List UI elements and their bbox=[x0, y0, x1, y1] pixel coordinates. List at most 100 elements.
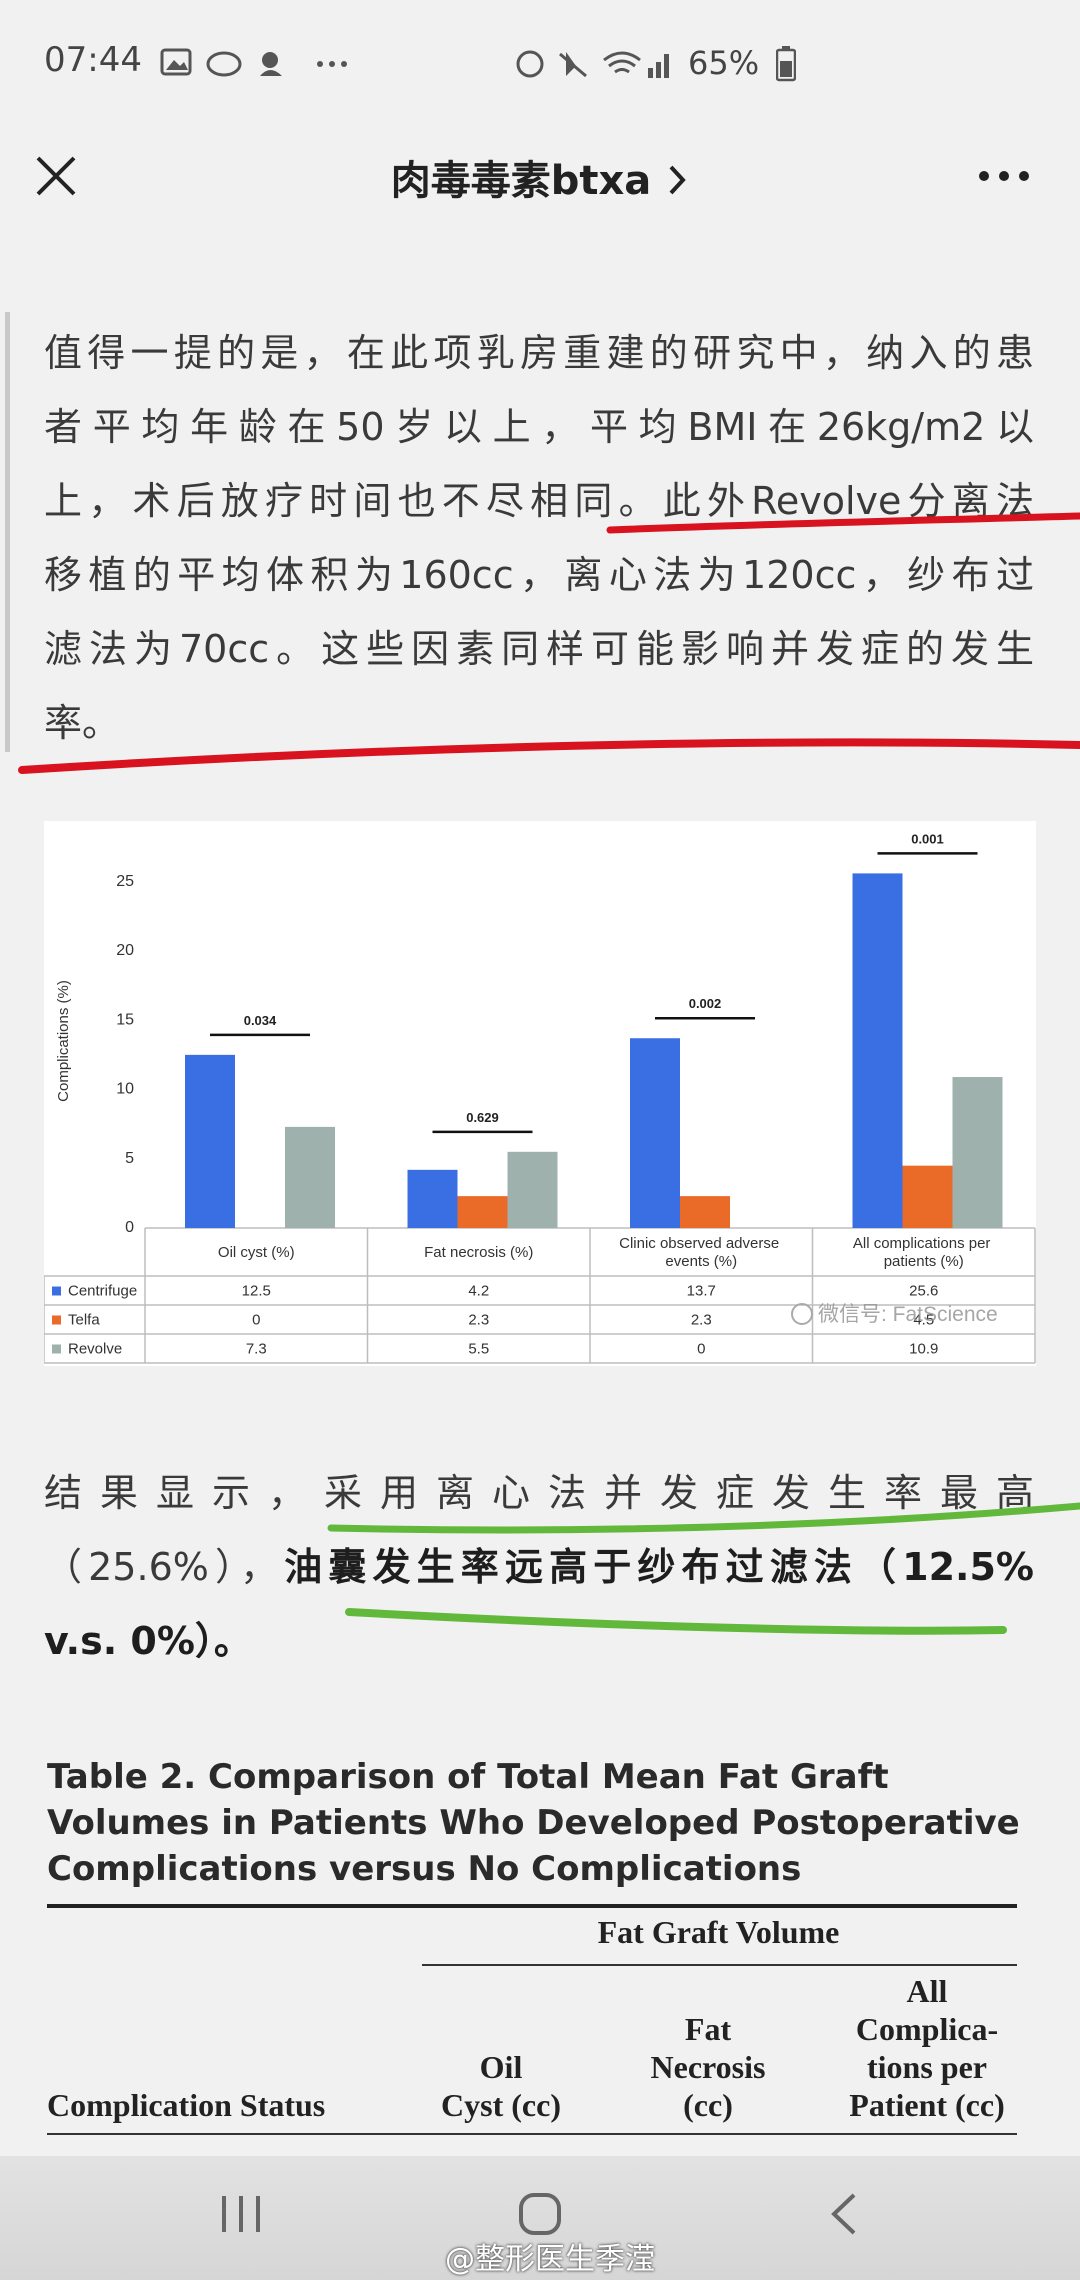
table-rule bbox=[47, 2133, 1017, 2135]
text-line: 结果显示，采用离心法并发症发生率最高 bbox=[44, 1456, 1034, 1530]
bar bbox=[185, 1054, 235, 1228]
table-value: 13.7 bbox=[687, 1283, 716, 1300]
chart-watermark: 微信号: FatScience bbox=[818, 1303, 998, 1326]
close-button[interactable] bbox=[34, 154, 78, 198]
home-button[interactable] bbox=[518, 2192, 564, 2236]
recents-button[interactable] bbox=[218, 2194, 264, 2234]
header-line: Oil bbox=[479, 2049, 523, 2085]
back-button[interactable] bbox=[826, 2192, 862, 2236]
header-line: Complica- bbox=[855, 2011, 999, 2047]
watermark: @整形医生季滢 bbox=[445, 2242, 655, 2277]
table-value: 0 bbox=[697, 1341, 705, 1358]
table-value: 25.6 bbox=[909, 1283, 938, 1300]
table-value: 12.5 bbox=[242, 1283, 271, 1300]
paragraph: 结果显示，采用离心法并发症发生率最高 （25.6%），油囊发生率远高于纱布过滤法… bbox=[44, 1456, 1034, 1678]
significance-label: 0.034 bbox=[244, 1013, 277, 1028]
column-header: All Complica-tions per Patient (cc) bbox=[797, 1972, 1057, 2124]
title-line: Complications versus No Complications bbox=[47, 1849, 802, 1889]
x-tick-label: All complications per patients (%) bbox=[853, 1235, 995, 1270]
y-tick-label: 20 bbox=[116, 942, 134, 959]
text-line: （25.6%），油囊发生率远高于纱布过滤法（12.5% bbox=[44, 1530, 1034, 1604]
table-value: 5.5 bbox=[468, 1341, 489, 1358]
table-value: 2.3 bbox=[691, 1312, 712, 1329]
battery-level: 65% bbox=[688, 44, 760, 82]
text-line: 滤法为70cc。这些因素同样可能影响并发症的发生 bbox=[44, 627, 1034, 671]
legend-swatch bbox=[52, 1344, 61, 1354]
chevron bbox=[669, 165, 686, 195]
quote-bar bbox=[5, 312, 10, 752]
bar bbox=[902, 1165, 953, 1228]
bar bbox=[952, 1077, 1003, 1228]
status-icons-left bbox=[160, 48, 347, 77]
y-tick-label: 5 bbox=[125, 1150, 134, 1167]
header-line: Patient (cc) bbox=[849, 2087, 1005, 2123]
significance-label: 0.001 bbox=[911, 831, 944, 846]
column-header: Fat Necrosis (cc) bbox=[578, 2010, 838, 2124]
header-line: tions per bbox=[867, 2049, 987, 2085]
status-icons-right bbox=[516, 50, 669, 78]
header-line: Necrosis bbox=[650, 2049, 766, 2085]
legend-swatch bbox=[52, 1286, 61, 1296]
text-line: 者平均年龄在50岁以上，平均BMI在26kg/m2以 bbox=[44, 405, 1034, 449]
column-header: Oil Cyst (cc) bbox=[371, 2048, 631, 2124]
table-rule bbox=[47, 1904, 1017, 1908]
text-line: 值得一提的是，在此项乳房重建的研究中，纳入的患 bbox=[44, 331, 1034, 375]
group-header: Fat Graft Volume bbox=[597, 1914, 840, 1950]
table-value: 4.5 bbox=[913, 1312, 934, 1329]
text: （25.6%）， bbox=[44, 1545, 285, 1589]
y-tick-label: 0 bbox=[125, 1219, 134, 1236]
legend-label: Telfa bbox=[68, 1312, 100, 1329]
chart: Complications (%) 0 5 10 15 20 25 Oil cyst (%) 1… bbox=[44, 821, 1036, 1366]
nav-bar bbox=[0, 2156, 1080, 2280]
clock: 07:44 bbox=[44, 40, 142, 80]
text-line: 上，术后放疗时间也不尽相同。此外Revolve分离法 bbox=[44, 479, 1034, 523]
legend-label: Centrifuge bbox=[68, 1283, 137, 1300]
bold-text: v.s. 0%）。 bbox=[44, 1619, 252, 1663]
bar bbox=[680, 1196, 730, 1228]
header-line: Cyst (cc) bbox=[441, 2087, 561, 2123]
significance-label: 0.629 bbox=[466, 1110, 499, 1125]
table-title: Table 2. Comparison of Total Mean Fat Gr… bbox=[47, 1754, 1047, 1892]
bar bbox=[630, 1038, 680, 1228]
text-line: 移植的平均体积为160cc，离心法为120cc，纱布过 bbox=[44, 553, 1034, 597]
table-rule bbox=[422, 1964, 1017, 1966]
text-line: v.s. 0%）。 bbox=[44, 1604, 1034, 1678]
text-line: 率。 bbox=[44, 701, 121, 745]
watermark-icon bbox=[791, 1303, 813, 1325]
battery-icon bbox=[776, 46, 796, 82]
title-line: Table 2. Comparison of Total Mean Fat Gr… bbox=[47, 1757, 889, 1797]
y-axis-label: Complications (%) bbox=[55, 980, 72, 1102]
y-tick-label: 25 bbox=[116, 873, 134, 890]
bar bbox=[457, 1196, 508, 1228]
table-value: 7.3 bbox=[246, 1341, 267, 1358]
x-tick-label: Clinic observed adverse events (%) bbox=[619, 1235, 783, 1270]
legend-swatch bbox=[52, 1315, 61, 1325]
header-line: (cc) bbox=[683, 2087, 733, 2123]
row-header: Complication Status bbox=[47, 2087, 326, 2123]
bold-text: 油囊发生率远高于纱布过滤法（12.5% bbox=[284, 1545, 1034, 1589]
x-tick-label: Oil cyst (%) bbox=[218, 1244, 295, 1261]
table-value: 0 bbox=[252, 1312, 260, 1329]
bar bbox=[407, 1169, 458, 1228]
header-line: Fat bbox=[684, 2011, 732, 2047]
bar bbox=[507, 1151, 558, 1228]
more-button[interactable] bbox=[976, 168, 1036, 184]
header-title[interactable]: 肉毒毒素btxa bbox=[390, 158, 652, 204]
header-line: All bbox=[906, 1973, 948, 2009]
x-tick-label: Fat necrosis (%) bbox=[424, 1244, 533, 1261]
significance-label: 0.002 bbox=[689, 996, 722, 1011]
table-value: 10.9 bbox=[909, 1341, 938, 1358]
bar bbox=[852, 873, 903, 1228]
legend-label: Revolve bbox=[68, 1341, 122, 1358]
table-value: 4.2 bbox=[468, 1283, 489, 1300]
bar bbox=[285, 1126, 335, 1228]
y-tick-label: 15 bbox=[116, 1011, 134, 1028]
title-line: Volumes in Patients Who Developed Postop… bbox=[47, 1803, 1020, 1843]
header[interactable]: 肉毒毒素btxa bbox=[330, 148, 750, 206]
text: 结果显示，采用离心法并发症发生率最高 bbox=[44, 1471, 1034, 1515]
y-tick-label: 10 bbox=[116, 1081, 134, 1098]
table-value: 2.3 bbox=[468, 1312, 489, 1329]
paragraph: 值得一提的是，在此项乳房重建的研究中，纳入的患 者平均年龄在50岁以上，平均BMI… bbox=[44, 316, 1034, 760]
